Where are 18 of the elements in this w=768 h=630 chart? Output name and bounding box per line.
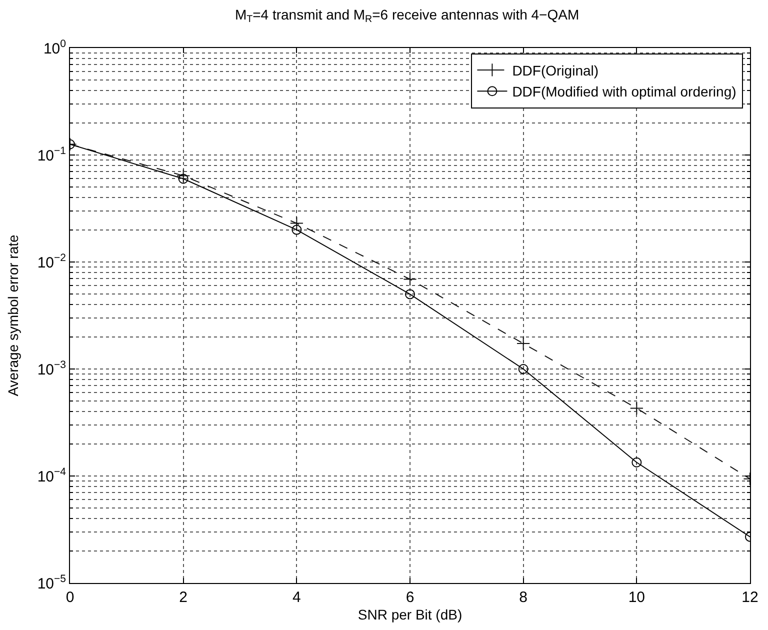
y-axis-title: Average symbol error rate [4,234,21,396]
y-tick-label: 10$^{−1}$ [37,144,66,164]
x-tick-label: 12 [742,589,758,606]
x-axis-title: SNR per Bit (dB) [358,606,462,622]
y-tick-label: 10$^{−3}$ [37,358,66,378]
x-tick-label: 6 [406,589,414,606]
x-tick-label: 10 [628,589,646,606]
legend-label: DDF(Original) [512,62,599,78]
y-tick-label: 10$^{−2}$ [37,252,66,272]
x-tick-label: 8 [519,589,528,606]
chart-title: M$_{T}$=4 transmit and M$_{R}$=6 receive antennas with 4−QAM [234,6,580,26]
x-tick-label: 2 [179,589,188,606]
legend-label: DDF(Modified with optimal ordering) [512,84,736,100]
y-tick-label: 10$^{0}$ [43,38,66,58]
x-tick-label: 4 [292,589,301,606]
y-tick-label: 10$^{−4}$ [37,466,66,486]
y-tick-label: 10$^{−5}$ [37,572,66,592]
x-tick-label: 0 [66,589,74,606]
